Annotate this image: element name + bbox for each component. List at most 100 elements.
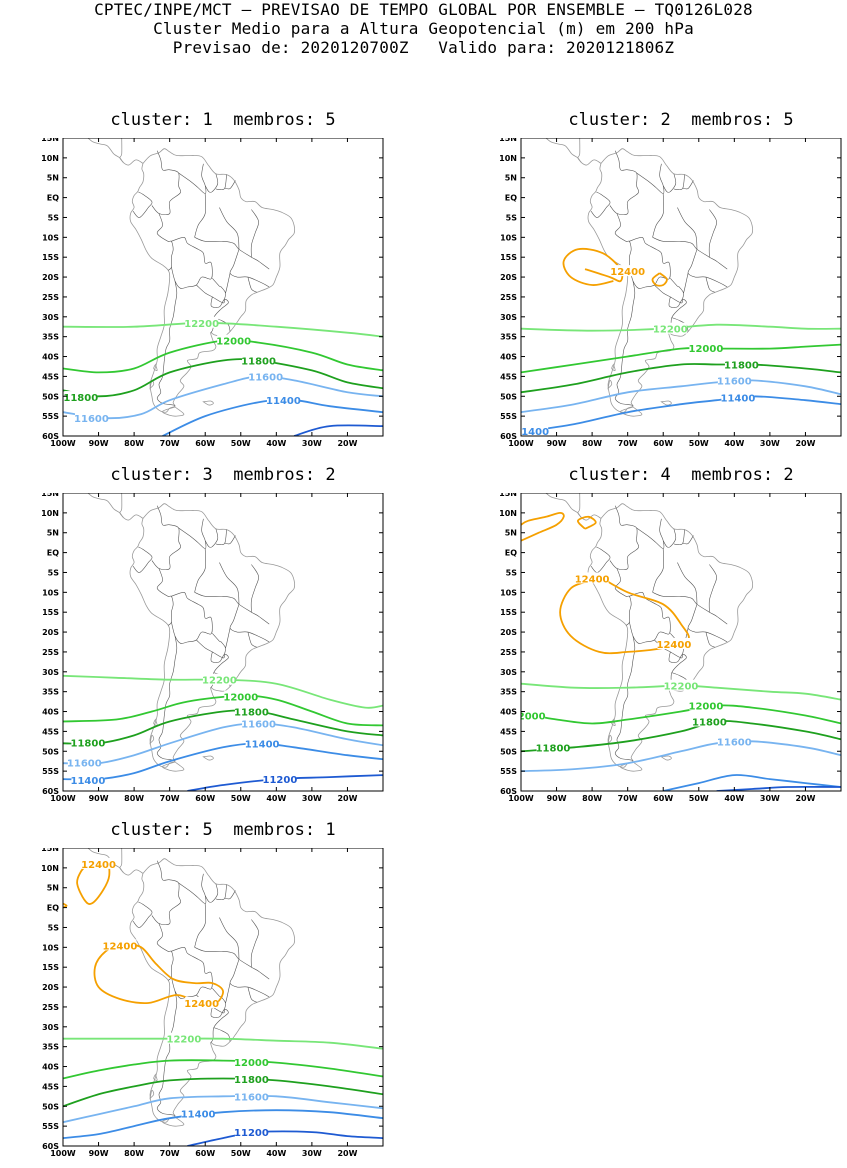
lat-tick-label: 55S xyxy=(42,767,59,776)
country-border xyxy=(708,564,717,613)
country-border xyxy=(673,529,685,546)
country-border xyxy=(171,591,213,644)
lat-tick-label: 20S xyxy=(42,628,59,637)
lat-tick-label: 50S xyxy=(42,747,59,756)
coastline xyxy=(545,493,602,521)
contour-label: 11400 xyxy=(70,776,105,787)
lat-tick-label: 50S xyxy=(42,392,59,401)
country-border xyxy=(178,873,207,904)
contour-label-bg xyxy=(202,673,236,685)
country-border xyxy=(614,568,632,626)
country-border xyxy=(683,273,689,294)
country-border xyxy=(229,604,270,643)
country-border xyxy=(178,518,207,549)
contour-label-bg xyxy=(185,996,219,1008)
contour-label: 12000 xyxy=(216,337,251,348)
lat-tick-label: 5S xyxy=(506,213,518,222)
lat-tick-label: 20S xyxy=(500,273,517,282)
contour-12400 xyxy=(93,942,224,1006)
lat-tick-label: 5N xyxy=(47,529,59,538)
lon-tick-label: 70W xyxy=(618,439,638,448)
country-border xyxy=(204,528,219,548)
country-border xyxy=(687,604,728,643)
lat-tick-label: 30S xyxy=(500,313,517,322)
contour-label-bg xyxy=(536,741,570,753)
contour-label: 11600 xyxy=(234,1092,269,1103)
lat-tick-label: 40S xyxy=(500,708,517,717)
contour-12000 xyxy=(521,704,841,725)
contour-12400 xyxy=(651,272,668,287)
lat-tick-label: 40S xyxy=(42,353,59,362)
country-border xyxy=(156,213,174,271)
contour-label: 12200 xyxy=(166,1035,201,1046)
contour-label: 11400 xyxy=(720,393,755,404)
country-border xyxy=(247,277,257,293)
lat-tick-label: 10S xyxy=(42,588,59,597)
lon-tick-label: 20W xyxy=(337,439,357,448)
contour-12200 xyxy=(521,682,841,701)
lon-tick-label: 40W xyxy=(724,794,744,803)
lat-tick-label: 15N xyxy=(499,138,517,143)
contour-11600 xyxy=(521,379,841,414)
lon-tick-label: 40W xyxy=(266,439,286,448)
country-border xyxy=(194,548,207,593)
contour-label: 12200 xyxy=(184,319,219,330)
contour-11800 xyxy=(63,358,383,398)
panel-title: cluster: 4 membros: 2 xyxy=(568,465,794,485)
contour-12400 xyxy=(63,902,68,909)
lat-tick-label: 5N xyxy=(47,884,59,893)
lat-tick-label: 5S xyxy=(506,568,518,577)
lat-tick-label: 10N xyxy=(41,154,59,163)
island-outline xyxy=(607,734,613,745)
map-frame xyxy=(62,848,384,1147)
contour-label-bg xyxy=(224,690,258,702)
lat-tick-label: 20S xyxy=(500,628,517,637)
country-border xyxy=(225,983,231,1004)
country-border xyxy=(132,546,153,573)
country-border xyxy=(219,562,240,605)
header-line-2: Cluster Medio para a Altura Geopotencial… xyxy=(153,19,694,38)
lat-tick-label: 30S xyxy=(42,668,59,677)
country-border xyxy=(171,946,213,999)
island-outline xyxy=(153,718,158,726)
lat-tick-label: 55S xyxy=(500,767,517,776)
coastline xyxy=(119,138,124,163)
country-border xyxy=(636,163,665,194)
island-outline xyxy=(162,761,185,772)
contour-11200 xyxy=(293,424,383,436)
contour-label: 12400 xyxy=(102,941,137,952)
lat-tick-label: EQ xyxy=(505,194,517,203)
lat-tick-label: 45S xyxy=(42,727,59,736)
country-border xyxy=(247,632,257,648)
contour-label: 12400 xyxy=(184,999,219,1010)
country-border xyxy=(151,150,182,216)
country-border xyxy=(654,278,684,304)
country-border xyxy=(609,150,640,216)
lat-tick-label: 35S xyxy=(42,688,59,697)
country-border xyxy=(682,180,694,190)
lat-tick-label: 55S xyxy=(42,412,59,421)
panel-title: cluster: 1 membros: 5 xyxy=(110,110,336,130)
coastline xyxy=(545,138,602,166)
country-border xyxy=(590,546,611,573)
contour-label-bg xyxy=(234,1090,268,1102)
contour-11800 xyxy=(63,709,383,745)
lat-tick-label: 45S xyxy=(42,1082,59,1091)
lon-tick-label: 30W xyxy=(302,439,322,448)
lat-tick-label: 25S xyxy=(42,293,59,302)
lat-tick-label: 10S xyxy=(42,943,59,952)
contour-label: 12400 xyxy=(610,267,645,278)
contour-label-bg xyxy=(103,939,137,951)
lat-tick-label: 35S xyxy=(42,1043,59,1052)
contour-label-bg xyxy=(71,773,105,785)
contour-11600 xyxy=(63,1094,383,1124)
island-outline xyxy=(162,406,185,417)
lon-tick-label: 20W xyxy=(795,439,815,448)
map-layer: 12200 12000 11800 11800 11600 11600 11400 xyxy=(63,138,383,436)
lon-tick-label: 80W xyxy=(124,439,144,448)
lon-tick-label: 90W xyxy=(89,1149,109,1158)
contour-label: 11800 xyxy=(724,360,759,371)
lat-tick-label: 60S xyxy=(42,787,59,796)
lon-tick-label: 30W xyxy=(760,439,780,448)
island-outline xyxy=(153,1073,158,1081)
